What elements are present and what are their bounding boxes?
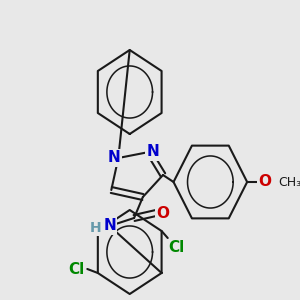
Text: CH₃: CH₃	[279, 176, 300, 188]
Text: O: O	[157, 206, 169, 220]
Text: N: N	[108, 151, 120, 166]
Text: N: N	[147, 145, 160, 160]
Text: N: N	[103, 218, 116, 233]
Text: Cl: Cl	[168, 241, 184, 256]
Text: O: O	[258, 175, 271, 190]
Text: H: H	[90, 221, 101, 235]
Text: Cl: Cl	[68, 262, 84, 277]
